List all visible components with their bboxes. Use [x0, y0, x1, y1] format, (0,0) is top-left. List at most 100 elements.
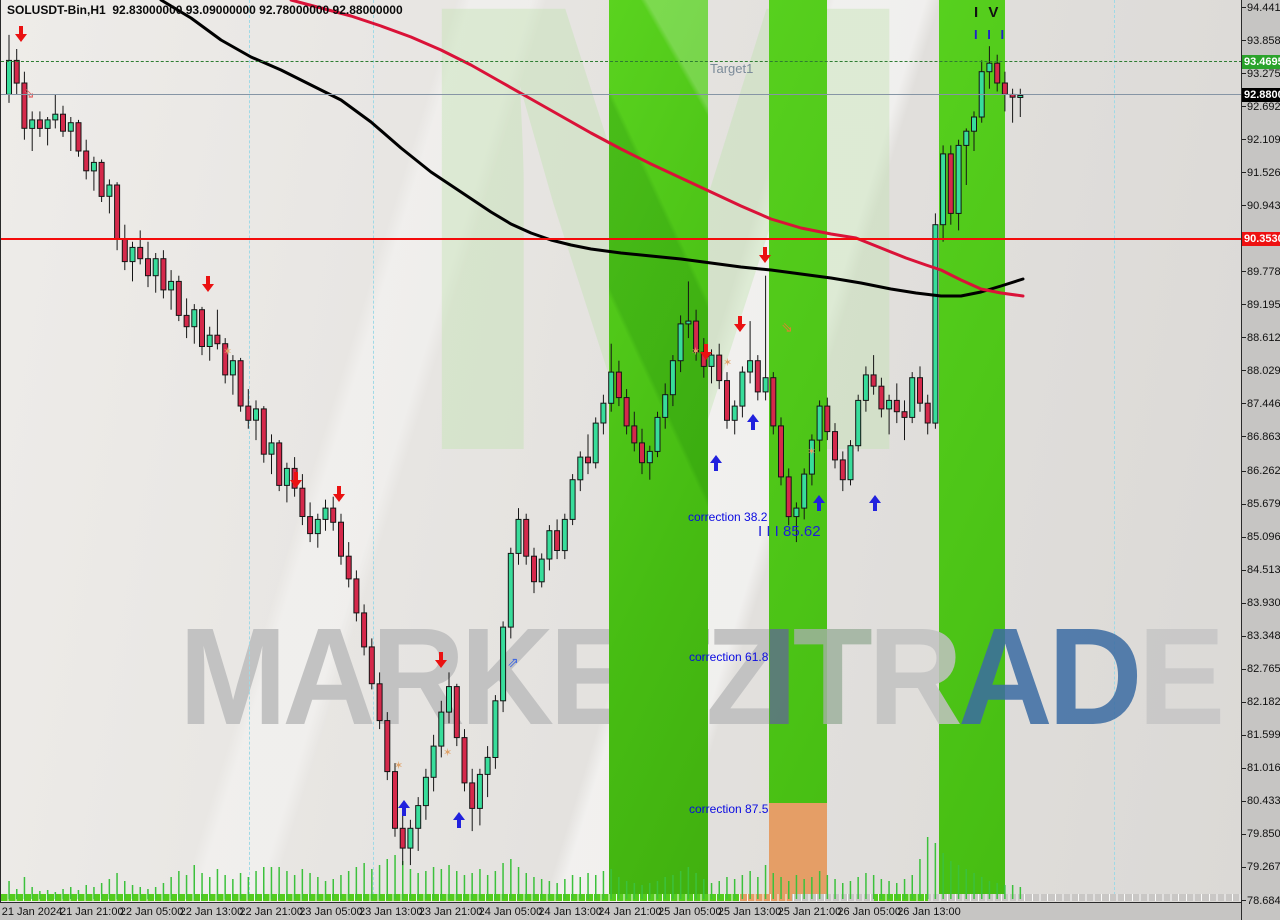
price-tick-label: 87.4463 [1247, 397, 1280, 410]
price-tick-mark [1242, 833, 1246, 835]
watermark-letter-r: R [868, 600, 963, 754]
buy-arrows [398, 414, 881, 828]
price-tick-label: 86.2627 [1247, 465, 1280, 478]
price-level-badge: 93.4695 [1242, 55, 1280, 70]
svg-text:⇗: ⇗ [507, 655, 519, 671]
svg-text:✶: ✶ [394, 759, 403, 772]
correction-orange-zone [769, 803, 827, 894]
price-tick-mark [1242, 602, 1246, 604]
moving-average-red [289, 0, 1025, 298]
correction-382-label: correction 38.2 [688, 510, 768, 524]
price-tick-label: 93.8586 [1247, 34, 1280, 47]
price-tick-mark [1242, 403, 1246, 405]
svg-text:✶: ✶ [443, 746, 452, 759]
time-label: 23 Jan 21:00 [418, 906, 483, 918]
price-tick-label: 81.5992 [1247, 729, 1280, 742]
time-label: 22 Jan 05:00 [119, 906, 184, 918]
watermark-letter-t: T [792, 600, 873, 754]
svg-text:✶: ✶ [723, 356, 732, 369]
price-tick-label: 92.1098 [1247, 133, 1280, 146]
correction-618-label: correction 61.8 [689, 650, 769, 664]
price-tick-label: 90.9439 [1247, 199, 1280, 212]
price-tick-label: 80.4333 [1247, 795, 1280, 808]
price-tick-label: 83.3480 [1247, 630, 1280, 643]
price-tick-mark [1242, 205, 1246, 207]
volume-bars [8, 837, 1022, 899]
price-tick-mark [1242, 139, 1246, 141]
price-tick-mark [1242, 734, 1246, 736]
vertical-gridline [249, 0, 250, 895]
time-label: 24 Jan 05:00 [478, 906, 543, 918]
price-level-badge: 92.8800 [1242, 88, 1280, 103]
svg-text:✶: ✶ [691, 345, 700, 358]
price-tick-label: 92.6928 [1247, 100, 1280, 113]
price-tick-mark [1242, 370, 1246, 372]
price-tick-label: 78.6844 [1247, 894, 1280, 907]
small-markers: ⇘ ✶ ✶ ✶ ⇗ ✶ ✶ ⇘ ✶ [23, 86, 816, 772]
watermark-bar: I [761, 600, 797, 754]
dashed-green-level-line [1, 61, 1241, 63]
time-label: 21 Jan 2024 [1, 906, 63, 918]
price-tick-label: 86.8633 [1247, 430, 1280, 443]
price-tick-label: 94.4416 [1247, 1, 1280, 14]
ribbon-tick-marks [1, 894, 1241, 901]
time-label: 23 Jan 05:00 [299, 906, 363, 918]
price-tick-label: 82.7650 [1247, 663, 1280, 676]
solid-slate-level-line [1, 94, 1241, 96]
price-tick-mark [1242, 866, 1246, 868]
price-tick-mark [1242, 767, 1246, 769]
price-tick-mark [1242, 172, 1246, 174]
price-tick-mark [1242, 337, 1246, 339]
candles-volume-ma-canvas: ⇘ ✶ ✶ ✶ ⇗ ✶ ✶ ⇘ ✶ [6, 0, 1025, 899]
price-tick-mark [1242, 7, 1246, 8]
svg-text:✶: ✶ [223, 345, 232, 358]
watermark-letter-e: E [1137, 600, 1225, 754]
price-tick-label: 83.9309 [1247, 597, 1280, 610]
wave-iii-top-label: I I I [974, 27, 1008, 42]
price-tick-label: 89.7780 [1247, 265, 1280, 278]
watermark-letter-a: A [957, 600, 1053, 754]
time-axis[interactable]: 21 Jan 2024 21 Jan 21:00 22 Jan 05:00 22 Ja… [0, 902, 1241, 920]
price-tick-mark [1242, 701, 1246, 703]
price-tick-mark [1242, 436, 1246, 438]
price-tick-mark [1242, 503, 1246, 505]
price-tick-mark [1242, 569, 1246, 571]
wave-iv-label: I V [974, 4, 1002, 21]
price-tick-mark [1242, 536, 1246, 538]
price-tick-label: 88.6121 [1247, 331, 1280, 344]
price-tick-label: 81.0162 [1247, 762, 1280, 775]
symbol-quote-title: SOLUSDT-Bin,H1 92.83000000 93.09000000 9… [7, 3, 403, 17]
svg-text:✶: ✶ [807, 445, 816, 458]
price-tick-mark [1242, 106, 1246, 108]
sell-arrows [15, 26, 771, 668]
wave-iii-8562-label: I I I 85.62 [758, 523, 821, 540]
price-tick-mark [1242, 800, 1246, 802]
time-label: 25 Jan 05:00 [657, 906, 722, 918]
time-label: 22 Jan 21:00 [239, 906, 303, 918]
price-tick-label: 88.0292 [1247, 364, 1280, 377]
price-axis[interactable]: 94.4416 93.8586 93.2757 92.6928 92.1098 91.52… [1241, 0, 1280, 920]
solid-red-level-line [1, 237, 1241, 240]
vertical-gridline [373, 0, 374, 895]
horizontal-levels-layer [1, 0, 1241, 902]
correction-875-label: correction 87.5 [689, 802, 769, 816]
price-tick-label: 79.8503 [1247, 828, 1280, 841]
time-label: 25 Jan 13:00 [717, 906, 782, 918]
gridlines-layer [1, 0, 1241, 902]
watermark-trade: ITRADE [761, 608, 1225, 746]
time-label: 24 Jan 21:00 [598, 906, 662, 918]
price-tick-mark [1242, 304, 1246, 306]
price-tick-mark [1242, 635, 1246, 637]
time-label: 26 Jan 13:00 [897, 906, 961, 918]
price-level-badge: 90.3530 [1242, 231, 1280, 246]
price-tick-label: 93.2757 [1247, 67, 1280, 80]
candlesticks [6, 34, 1024, 866]
watermark-letter-d: D [1047, 600, 1143, 754]
moving-average-black [159, 0, 1025, 298]
time-label: 25 Jan 21:00 [777, 906, 842, 918]
